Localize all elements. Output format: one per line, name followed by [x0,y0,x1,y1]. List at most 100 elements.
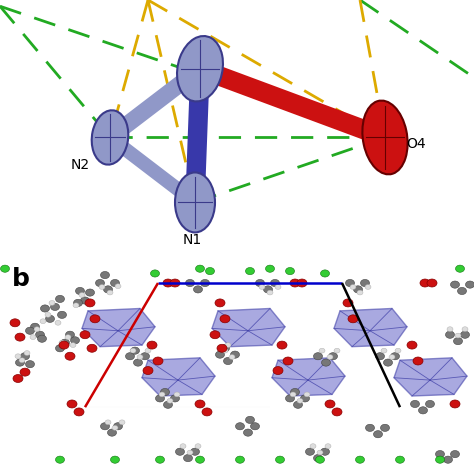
Ellipse shape [153,357,163,365]
Ellipse shape [85,289,94,296]
Ellipse shape [255,280,264,287]
Text: N1: N1 [182,233,201,247]
Ellipse shape [15,354,21,359]
Ellipse shape [275,284,281,290]
Ellipse shape [230,351,239,358]
Ellipse shape [246,416,255,423]
Polygon shape [142,358,215,396]
Ellipse shape [164,401,173,408]
Ellipse shape [381,348,387,353]
Ellipse shape [455,333,461,338]
Ellipse shape [297,279,307,287]
Ellipse shape [413,357,423,365]
Ellipse shape [130,347,139,354]
Ellipse shape [55,320,61,325]
Ellipse shape [85,301,91,305]
Ellipse shape [465,281,474,288]
Ellipse shape [461,331,470,338]
Ellipse shape [81,297,90,304]
Ellipse shape [304,392,310,397]
Ellipse shape [224,357,233,365]
Ellipse shape [273,366,283,374]
Ellipse shape [130,348,136,353]
Ellipse shape [346,280,355,287]
Ellipse shape [59,341,69,349]
Ellipse shape [395,456,404,463]
Ellipse shape [167,399,173,403]
Ellipse shape [383,359,392,366]
Ellipse shape [290,392,296,397]
Ellipse shape [436,456,445,463]
Ellipse shape [13,374,23,383]
Ellipse shape [285,267,294,274]
Ellipse shape [361,280,370,287]
Ellipse shape [99,284,105,290]
Ellipse shape [37,335,46,342]
Ellipse shape [450,400,460,408]
Ellipse shape [290,279,300,287]
Ellipse shape [229,355,235,359]
Polygon shape [334,309,407,346]
Ellipse shape [73,303,79,308]
Ellipse shape [202,408,212,416]
Ellipse shape [319,348,325,353]
Ellipse shape [126,353,135,360]
Ellipse shape [20,368,30,376]
Ellipse shape [67,400,77,408]
Ellipse shape [115,284,121,289]
Ellipse shape [317,450,323,455]
Ellipse shape [306,448,315,456]
Ellipse shape [110,456,119,463]
Ellipse shape [85,299,95,307]
Ellipse shape [112,426,118,430]
Ellipse shape [447,327,453,331]
Ellipse shape [375,353,384,360]
Ellipse shape [325,400,335,408]
Ellipse shape [159,392,165,397]
Ellipse shape [354,286,363,293]
Polygon shape [394,358,467,396]
Ellipse shape [110,280,119,287]
Ellipse shape [119,420,125,425]
Ellipse shape [45,312,51,317]
Ellipse shape [220,315,230,323]
Ellipse shape [250,423,259,430]
Ellipse shape [134,359,143,366]
Ellipse shape [244,429,253,436]
Ellipse shape [15,333,25,341]
Ellipse shape [446,331,455,338]
Ellipse shape [175,448,184,456]
Ellipse shape [225,343,231,347]
Ellipse shape [107,290,113,295]
Ellipse shape [343,299,353,307]
Ellipse shape [161,389,170,396]
Ellipse shape [0,265,9,272]
Ellipse shape [267,290,273,295]
Ellipse shape [59,340,65,345]
Ellipse shape [55,345,64,352]
Ellipse shape [171,395,180,402]
Ellipse shape [79,292,85,297]
Ellipse shape [30,335,36,339]
Ellipse shape [389,355,395,359]
Ellipse shape [313,455,322,462]
Ellipse shape [391,353,400,360]
Ellipse shape [350,284,356,290]
Ellipse shape [73,299,82,307]
Ellipse shape [147,341,157,349]
Ellipse shape [321,359,330,366]
Ellipse shape [436,450,445,458]
Ellipse shape [170,279,180,287]
Ellipse shape [74,408,84,416]
Ellipse shape [46,315,55,322]
Ellipse shape [283,357,293,365]
Ellipse shape [313,353,322,360]
Ellipse shape [246,267,255,274]
Ellipse shape [316,456,325,463]
Ellipse shape [185,280,194,287]
Ellipse shape [34,327,40,331]
Ellipse shape [140,353,149,360]
Ellipse shape [259,284,265,290]
Ellipse shape [328,353,337,360]
Ellipse shape [113,423,122,430]
